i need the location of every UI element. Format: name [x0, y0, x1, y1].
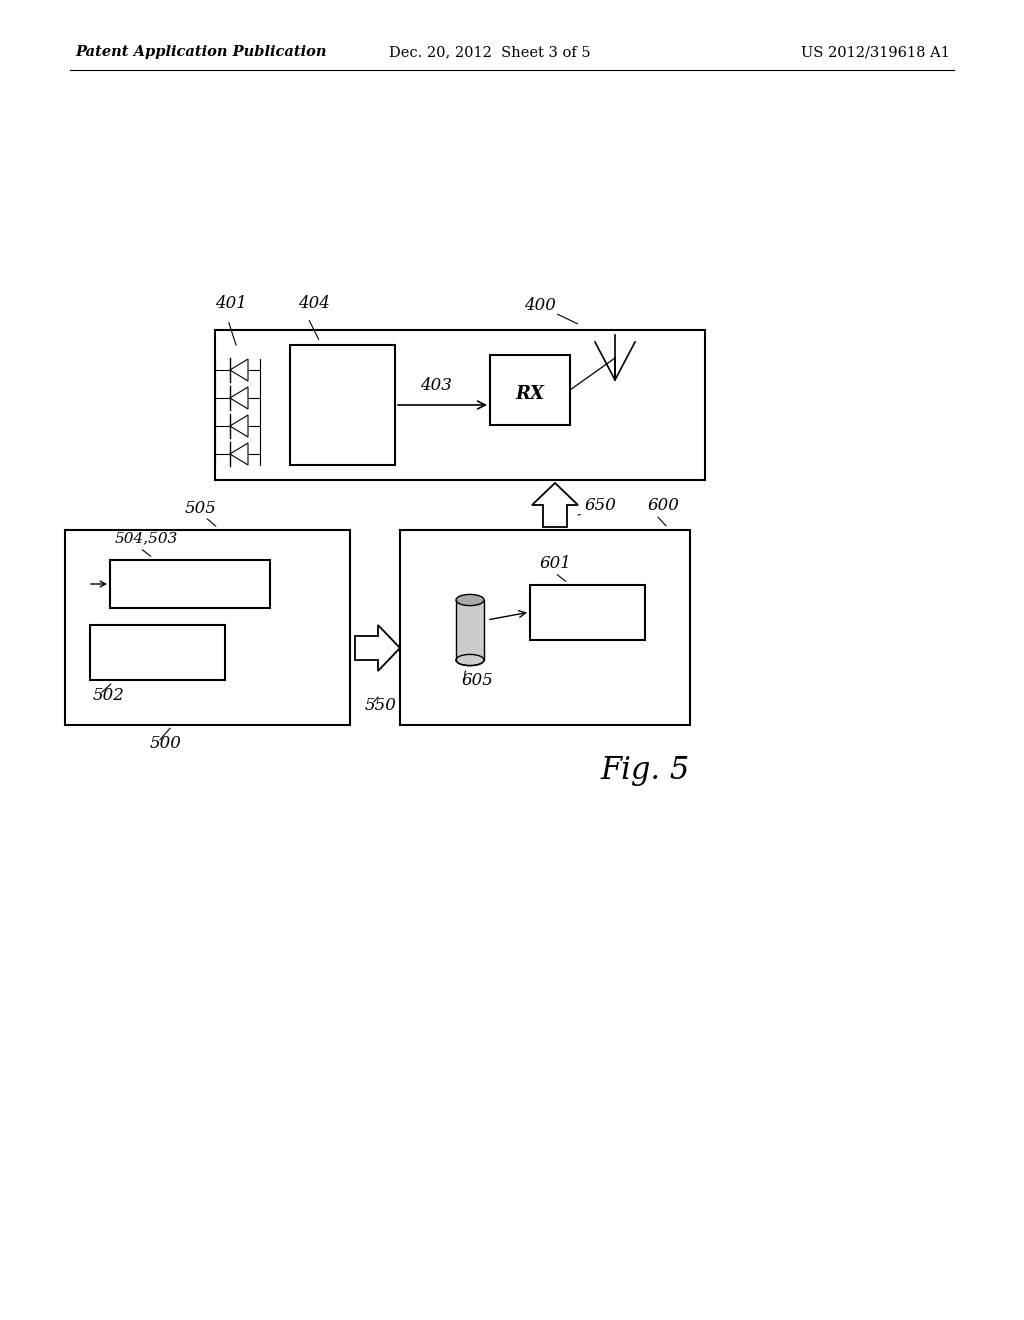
Ellipse shape [456, 655, 484, 665]
Text: 504,503: 504,503 [115, 531, 178, 545]
Ellipse shape [456, 594, 484, 606]
Text: 404: 404 [298, 294, 330, 312]
Text: 600: 600 [648, 498, 680, 513]
Bar [215, 330, 705, 480]
Text: 650: 650 [585, 498, 616, 513]
Polygon shape [230, 444, 248, 465]
Bar [400, 531, 690, 725]
FancyArrow shape [355, 624, 400, 671]
Bar [456, 601, 484, 660]
Bar [90, 624, 225, 680]
Text: Patent Application Publication: Patent Application Publication [75, 45, 327, 59]
Bar [530, 585, 645, 640]
Text: US 2012/319618 A1: US 2012/319618 A1 [801, 45, 950, 59]
Text: 605: 605 [462, 672, 494, 689]
FancyArrow shape [532, 483, 578, 527]
Bar [65, 531, 350, 725]
Text: 502: 502 [93, 686, 125, 704]
Text: Dec. 20, 2012  Sheet 3 of 5: Dec. 20, 2012 Sheet 3 of 5 [389, 45, 591, 59]
Text: RX: RX [515, 385, 545, 403]
Bar [290, 345, 395, 465]
Text: 601: 601 [540, 554, 571, 572]
Polygon shape [230, 387, 248, 409]
Text: 401: 401 [215, 294, 247, 312]
Text: 400: 400 [524, 297, 556, 314]
Text: 403: 403 [420, 378, 452, 393]
Polygon shape [230, 414, 248, 437]
Text: 500: 500 [150, 735, 182, 752]
Bar [490, 355, 570, 425]
Text: Fig. 5: Fig. 5 [600, 755, 689, 785]
Polygon shape [230, 359, 248, 381]
Bar [110, 560, 270, 609]
Text: 550: 550 [365, 697, 397, 714]
Text: 505: 505 [185, 500, 217, 517]
